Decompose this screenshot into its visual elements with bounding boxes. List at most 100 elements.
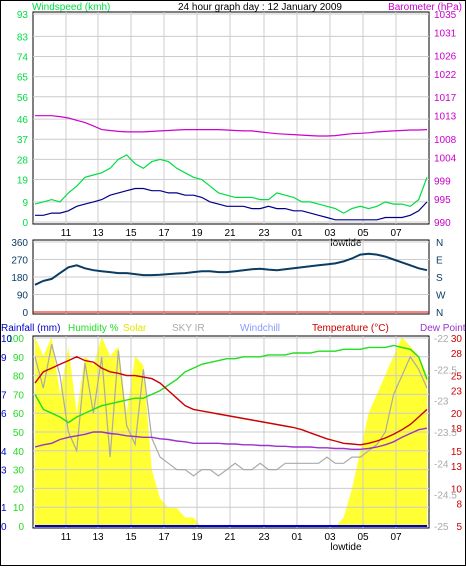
sky-ir-tick-label: -22 xyxy=(434,334,449,345)
temperature-tick-label: 8 xyxy=(456,499,462,510)
compass-tick-label: E xyxy=(436,256,443,267)
barometer-tick-label: 1031 xyxy=(434,28,457,39)
lowtide-marker: lowtide xyxy=(330,542,362,553)
humidity-tick-label: 80 xyxy=(13,372,25,383)
compass-tick-label: N xyxy=(436,308,443,319)
barometer-tick-label: 1013 xyxy=(434,112,457,123)
barometer-tick-label: 1035 xyxy=(434,10,457,21)
humidity-line xyxy=(34,344,428,424)
x-tick-label: 23 xyxy=(258,532,270,543)
sky-ir-tick-label: -22.5 xyxy=(434,365,457,376)
temperature-tick-label: 10 xyxy=(451,484,463,495)
rainfall-tick-label: 3 xyxy=(1,466,7,477)
sky-ir-line xyxy=(34,344,428,477)
windspeed-tick-label: 46 xyxy=(17,115,29,126)
wind-dir-tick-label: 270 xyxy=(11,256,28,267)
sky-ir-tick-label: -25 xyxy=(434,522,449,533)
x-tick-label: 05 xyxy=(357,228,369,239)
sky-ir-tick-label: -23 xyxy=(434,397,449,408)
x-tick-label: 17 xyxy=(158,532,170,543)
humidity-tick-label: 50 xyxy=(13,428,25,439)
humidity-tick-label: 90 xyxy=(13,353,25,364)
temperature-tick-label: 28 xyxy=(451,349,463,360)
windspeed-tick-label: 0 xyxy=(22,218,28,229)
barometer-line xyxy=(35,115,428,137)
temperature-tick-label: 15 xyxy=(451,447,463,458)
x-tick-label: 21 xyxy=(224,532,236,543)
humidity-tick-label: 0 xyxy=(18,522,24,533)
dewpoint-line xyxy=(34,427,428,450)
temperature-tick-label: 25 xyxy=(451,372,463,383)
legend-solar: Solar xyxy=(123,323,147,334)
x-tick-label: 19 xyxy=(191,532,203,543)
compass-tick-label: S xyxy=(436,273,443,284)
barometer-tick-label: 1022 xyxy=(434,70,457,81)
wind-dir-tick-label: 360 xyxy=(11,238,28,249)
x-tick-label: 15 xyxy=(125,228,137,239)
wind-dir-tick-label: 90 xyxy=(17,291,29,302)
legend-humidity: Humidity % xyxy=(68,323,119,334)
lowtide-marker: lowtide xyxy=(330,238,362,249)
x-tick-label: 11 xyxy=(61,532,72,543)
barometer-tick-label: 1026 xyxy=(434,52,457,63)
x-tick-label: 03 xyxy=(324,228,336,239)
barometer-header-label: Barometer (hPa) xyxy=(388,2,462,13)
x-tick-label: 23 xyxy=(258,228,270,239)
barometer-tick-label: 990 xyxy=(434,218,451,229)
humidity-tick-label: 40 xyxy=(13,447,25,458)
x-tick-label: 15 xyxy=(125,532,137,543)
windspeed-header-label: Windspeed (kmh) xyxy=(32,2,110,13)
windspeed-tick-label: 28 xyxy=(17,155,29,166)
windspeed-tick-label: 56 xyxy=(17,93,29,104)
windspeed-tick-label: 19 xyxy=(17,176,29,187)
legend-temperature: Temperature (°C) xyxy=(312,323,389,334)
wind-baro-panel xyxy=(32,11,430,225)
legend-windchill: Windchill xyxy=(240,323,280,334)
rainfall-tick-label: 1 xyxy=(1,503,7,514)
windspeed-tick-label: 83 xyxy=(17,32,29,43)
temperature-tick-label: 13 xyxy=(451,462,463,473)
barometer-tick-label: 1004 xyxy=(434,153,457,164)
x-tick-label: 13 xyxy=(92,228,104,239)
rainfall-tick-label: 10 xyxy=(1,334,13,345)
wind-avg-line xyxy=(35,187,428,221)
humidity-tick-label: 60 xyxy=(13,409,25,420)
x-tick-label: 05 xyxy=(357,532,369,543)
windspeed-tick-label: 65 xyxy=(17,73,29,84)
legend-rainfall: Rainfall (mm) xyxy=(1,323,60,334)
compass-tick-label: N xyxy=(436,238,443,249)
sky-ir-tick-label: -23.5 xyxy=(434,428,457,439)
legend-dewpoint: Dew Point xyxy=(420,323,466,334)
x-tick-label: 21 xyxy=(224,228,236,239)
rainfall-tick-label: 9 xyxy=(1,353,7,364)
wind-dir-tick-label: 180 xyxy=(11,273,28,284)
barometer-tick-label: 995 xyxy=(434,195,451,206)
x-tick-label: 07 xyxy=(390,532,402,543)
wind-dir-tick-label: 0 xyxy=(22,308,28,319)
barometer-tick-label: 1008 xyxy=(434,135,457,146)
windspeed-tick-label: 9 xyxy=(22,198,28,209)
temperature-tick-label: 18 xyxy=(451,424,463,435)
rainfall-tick-label: 0 xyxy=(1,522,7,533)
humidity-tick-label: 70 xyxy=(13,390,25,401)
barometer-tick-label: 999 xyxy=(434,176,451,187)
windspeed-tick-label: 37 xyxy=(17,135,29,146)
windspeed-tick-label: 74 xyxy=(17,52,29,63)
humidity-tick-label: 20 xyxy=(13,484,25,495)
x-tick-label: 01 xyxy=(291,228,303,239)
x-tick-label: 17 xyxy=(158,228,170,239)
windspeed-tick-label: 93 xyxy=(17,10,29,21)
chart-title: 24 hour graph day : 12 January 2009 xyxy=(178,2,342,13)
wind-direction-line xyxy=(34,252,428,286)
temperature-tick-label: 23 xyxy=(451,387,463,398)
humidity-tick-label: 30 xyxy=(13,466,25,477)
rainfall-tick-label: 4 xyxy=(1,447,7,458)
x-tick-label: 13 xyxy=(92,532,104,543)
sky-ir-tick-label: -24 xyxy=(434,459,449,470)
rainfall-tick-label: 7 xyxy=(1,390,7,401)
windspeed-line xyxy=(34,154,428,214)
rainfall-tick-label: 6 xyxy=(1,409,7,420)
legend-sky-ir: SKY IR xyxy=(172,323,205,334)
x-tick-label: 19 xyxy=(191,228,203,239)
